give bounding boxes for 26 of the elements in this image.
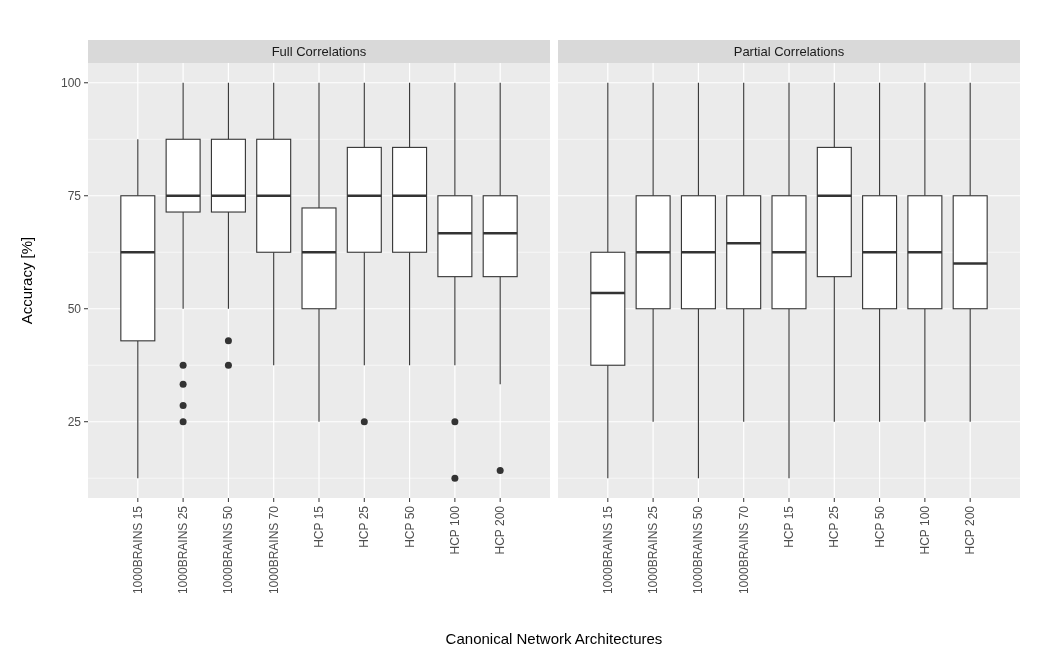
y-tick-label: 75 [67,188,82,203]
x-tick-label: HCP 100 [447,505,462,555]
x-tick-label: HCP 50 [402,505,417,548]
x-tick-label: HCP 50 [872,505,887,548]
y-tick-label: 100 [60,75,82,90]
x-tick-label: 1000BRAINS 15 [130,505,145,595]
x-tick-label: HCP 25 [357,505,372,548]
x-tick-label: 1000BRAINS 25 [176,505,191,595]
x-tick-label: HCP 15 [312,505,326,548]
x-tick-label: HCP 200 [493,505,508,555]
x-tick-label: 1000BRAINS 15 [600,505,615,595]
x-tick-label: 1000BRAINS 70 [736,505,751,595]
x-tick-label: HCP 100 [917,505,932,555]
x-tick-label: 1000BRAINS 50 [221,505,236,595]
x-tick-label: 1000BRAINS 70 [266,505,281,595]
y-axis-title: Accuracy [%] [18,236,35,325]
chart-title: Partial Correlations [733,44,845,59]
chart-title: Full Correlations [271,44,367,59]
y-tick-label: 50 [67,301,82,316]
x-axis-title: Canonical Network Architectures [445,630,663,647]
x-tick-label: HCP 200 [963,505,978,555]
x-tick-label: 1000BRAINS 50 [691,505,706,595]
x-tick-label: HCP 15 [782,505,796,548]
x-tick-label: 1000BRAINS 25 [646,505,661,595]
x-tick-label: HCP 25 [827,505,842,548]
y-tick-label: 25 [67,414,82,429]
